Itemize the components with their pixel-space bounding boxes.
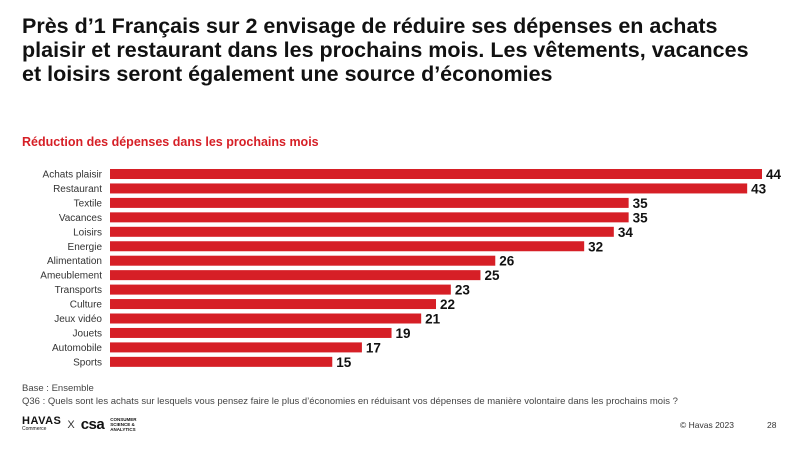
category-label: Alimentation bbox=[47, 256, 102, 267]
value-label: 19 bbox=[396, 326, 411, 341]
bar bbox=[110, 197, 629, 208]
footer-logos: HAVAS Commerce X csa CONSUMER SCIENCE & … bbox=[22, 415, 138, 434]
value-label: 17 bbox=[366, 340, 381, 355]
value-label: 35 bbox=[633, 196, 649, 211]
value-label: 26 bbox=[499, 254, 515, 269]
headline: Près d’1 Français sur 2 envisage de rédu… bbox=[22, 14, 749, 86]
havas-logo: HAVAS Commerce bbox=[22, 415, 62, 433]
category-label: Culture bbox=[70, 300, 103, 311]
chart-notes: Base : Ensemble Q36 : Quels sont les ach… bbox=[22, 382, 678, 408]
category-label: Loisirs bbox=[73, 227, 102, 238]
bar bbox=[110, 183, 748, 194]
bar bbox=[110, 299, 436, 310]
bar bbox=[110, 169, 762, 179]
question-note: Q36 : Quels sont les achats sur lesquels… bbox=[22, 396, 678, 407]
category-label: Textile bbox=[74, 198, 103, 209]
value-label: 23 bbox=[455, 283, 471, 298]
category-label: Energie bbox=[68, 242, 103, 253]
value-label: 43 bbox=[751, 181, 767, 196]
chart-title: Réduction des dépenses dans les prochain… bbox=[22, 135, 319, 149]
value-label: 32 bbox=[588, 239, 603, 254]
bar bbox=[110, 226, 614, 237]
copyright: © Havas 2023 bbox=[680, 420, 734, 430]
category-label: Transports bbox=[55, 285, 102, 296]
value-label: 15 bbox=[336, 355, 352, 370]
value-label: 21 bbox=[425, 312, 441, 327]
bar bbox=[110, 313, 422, 324]
page-number: 28 bbox=[767, 420, 777, 430]
category-label: Jeux vidéo bbox=[54, 314, 102, 325]
bar bbox=[110, 255, 496, 266]
base-note: Base : Ensemble bbox=[22, 383, 94, 394]
value-label: 22 bbox=[440, 297, 455, 312]
value-label: 35 bbox=[633, 210, 649, 225]
csa-tagline: CONSUMER SCIENCE & ANALYTICS bbox=[110, 417, 137, 432]
value-label: 44 bbox=[766, 167, 782, 182]
category-label: Vacances bbox=[59, 213, 102, 224]
category-label: Achats plaisir bbox=[43, 170, 103, 181]
category-label: Restaurant bbox=[53, 184, 102, 195]
bar bbox=[110, 284, 451, 295]
bar bbox=[110, 327, 392, 338]
category-label: Sports bbox=[73, 357, 102, 368]
category-label: Jouets bbox=[73, 328, 102, 339]
value-label: 34 bbox=[618, 225, 634, 240]
category-label: Automobile bbox=[52, 343, 102, 354]
bar bbox=[110, 356, 333, 367]
value-label: 25 bbox=[484, 268, 500, 283]
bar bbox=[110, 342, 362, 353]
bar bbox=[110, 270, 481, 281]
logo-separator: X bbox=[67, 418, 75, 431]
bar bbox=[110, 241, 585, 252]
category-label: Ameublement bbox=[40, 271, 102, 282]
bar bbox=[110, 212, 629, 223]
csa-logo: csa bbox=[80, 416, 105, 433]
